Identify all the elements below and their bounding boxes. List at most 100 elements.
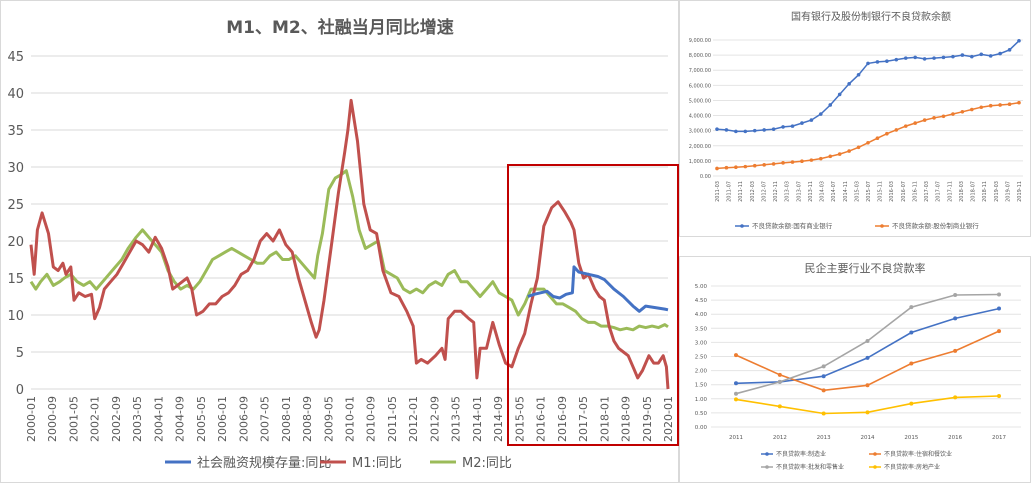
series-point — [828, 154, 833, 159]
legend-marker — [873, 465, 877, 469]
legend-label: 不良贷款率:房地产业 — [884, 463, 940, 471]
x-tick-label: 2008-01 — [280, 396, 293, 442]
series-point — [932, 116, 936, 120]
series-point — [970, 54, 974, 59]
y-tick-label: 1.00 — [695, 397, 708, 403]
x-tick-label: 2019-03 — [994, 181, 1000, 202]
series-point — [752, 163, 757, 168]
series-point — [1017, 100, 1021, 105]
highlight-box — [507, 164, 679, 446]
x-tick-label: 2015 — [904, 435, 918, 441]
x-tick-label: 2011-05 — [386, 396, 399, 442]
legend-label: 社会融资规模存量:同比 — [197, 455, 331, 471]
x-tick-label: 2010-09 — [365, 396, 378, 442]
x-tick-label: 2018-11 — [982, 181, 988, 202]
series-line — [29, 169, 669, 332]
series-point — [875, 136, 880, 141]
x-tick-label: 2017-03 — [924, 181, 930, 202]
x-tick-label: 2011 — [729, 435, 743, 441]
npl-rate-chart: 民企主要行业不良贷款率 0.00 0.50 1.00 1.50 2.00 2.50 3.00… — [679, 256, 1031, 483]
y-tick-label: 3.00 — [695, 340, 708, 346]
y-tick-label: 10 — [7, 309, 24, 324]
y-tick-label: 45 — [7, 50, 24, 65]
legend-marker — [880, 224, 884, 228]
series-point — [865, 338, 870, 343]
series-point — [909, 361, 914, 366]
x-tick-label: 2017-11 — [947, 181, 953, 202]
m1-m2-tsf-growth-chart: M1、M2、社融当月同比增速 0 5 10 15 20 25 30 35 40 45 2000-0… — [0, 0, 679, 483]
series-point — [953, 348, 958, 353]
series-point — [724, 128, 729, 132]
legend-marker — [873, 452, 877, 456]
series-point — [865, 410, 870, 415]
series-line — [29, 98, 670, 390]
x-tick-label: 2004-01 — [152, 396, 165, 442]
series-point — [771, 162, 776, 166]
series-point — [781, 161, 785, 165]
x-tick-label: 2018-07 — [971, 181, 977, 202]
x-tick-label: 2000-09 — [46, 396, 59, 442]
x-tick-label: 2016-01 — [535, 396, 548, 442]
series-point — [715, 127, 719, 131]
series-point — [951, 112, 955, 116]
series-point — [743, 164, 748, 169]
series-point — [909, 330, 914, 335]
series-point — [800, 121, 804, 125]
x-tick-label: 2007-05 — [259, 396, 272, 442]
y-tick-label: 9,000.00 — [689, 38, 711, 44]
x-tick-label: 2018-03 — [959, 181, 965, 202]
x-tick-label: 2016-03 — [889, 181, 895, 202]
x-tick-label: 2015-05 — [513, 396, 526, 442]
legend-marker — [740, 224, 744, 228]
series-line — [527, 265, 669, 313]
legend-label: 不良贷款率:住宿和餐饮业 — [884, 450, 952, 458]
x-tick-label: 2012-11 — [773, 181, 779, 202]
series-point — [781, 125, 785, 129]
legend-label: 不良贷款余额:股份制商业银行 — [892, 221, 979, 230]
y-tick-label: 2,000.00 — [689, 144, 711, 150]
x-tick-label: 2015-11 — [878, 181, 884, 202]
series-point — [932, 56, 936, 60]
series-point — [819, 112, 823, 116]
x-tick-label: 2011-11 — [738, 181, 744, 202]
x-tick-label: 2001-05 — [67, 396, 80, 442]
series-point — [885, 131, 889, 136]
series-point — [819, 156, 823, 161]
x-tick-label: 2002-01 — [89, 396, 102, 442]
series-point — [821, 374, 826, 379]
y-tick-label: 2.50 — [695, 355, 708, 361]
series-point — [941, 114, 946, 119]
series-point — [734, 397, 738, 402]
series-point — [988, 54, 993, 58]
series-point — [771, 127, 776, 131]
series-point — [997, 329, 1001, 334]
y-tick-label: 5,000.00 — [689, 98, 711, 104]
chart-title: M1、M2、社融当月同比增速 — [226, 17, 454, 38]
series-point — [866, 140, 870, 145]
x-tick-label: 2014-01 — [471, 396, 484, 442]
series-point — [856, 145, 861, 150]
legend-label: M2:同比 — [462, 456, 512, 471]
x-tick-label: 2013-03 — [785, 181, 791, 202]
y-tick-label: 3.50 — [695, 326, 708, 332]
y-tick-label: 15 — [7, 272, 24, 287]
series-point — [979, 52, 984, 57]
chart-title: 国有银行及股份制银行不良贷款余额 — [791, 10, 951, 23]
series-point — [821, 364, 826, 369]
series-point — [953, 293, 958, 298]
series-point — [922, 118, 927, 122]
x-tick-label: 2017-07 — [936, 181, 942, 202]
x-tick-label: 2013-05 — [450, 396, 463, 442]
series-point — [913, 55, 917, 60]
x-tick-label: 2018-01 — [598, 396, 611, 442]
series-point — [960, 109, 965, 114]
x-tick-label: 2014 — [861, 435, 875, 441]
series-point — [809, 158, 814, 162]
series-point — [885, 59, 889, 63]
series-point — [837, 152, 842, 156]
series-point — [970, 107, 974, 112]
y-tick-label: 35 — [7, 124, 24, 139]
x-tick-label: 2004-09 — [174, 396, 187, 442]
series-point — [953, 395, 958, 400]
series-point — [821, 411, 826, 416]
